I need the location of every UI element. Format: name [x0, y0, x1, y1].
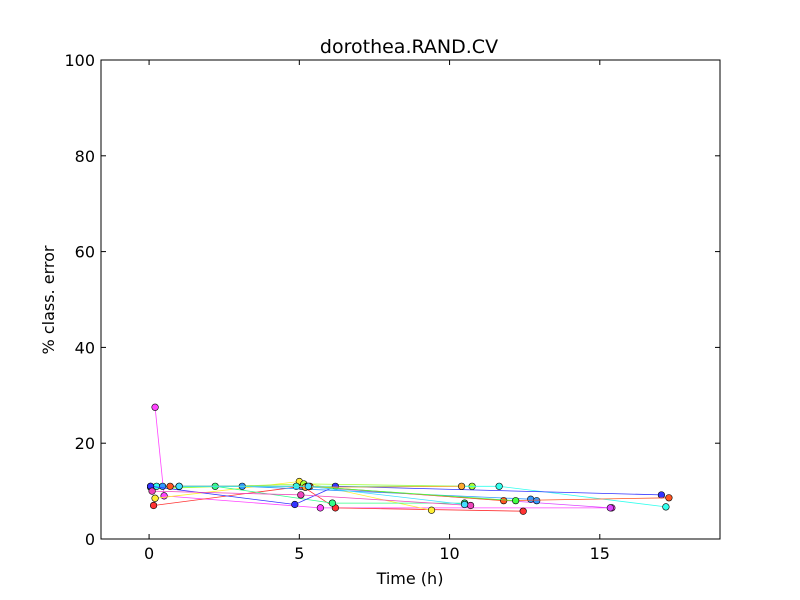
data-point [151, 403, 159, 411]
data-point [297, 491, 305, 499]
data-point [148, 487, 156, 495]
data-point [457, 482, 466, 490]
data-point [166, 482, 174, 490]
data-point [512, 497, 520, 505]
data-point [460, 500, 469, 509]
series-14 [175, 482, 469, 509]
data-point [533, 497, 541, 505]
data-point [291, 500, 299, 509]
y-tick-label: 40 [75, 338, 95, 357]
data-point [151, 494, 159, 502]
series-line [150, 485, 465, 504]
y-tick-label: 0 [85, 530, 95, 549]
data-point [606, 504, 614, 512]
data-point [500, 497, 508, 505]
x-tick-label: 0 [144, 544, 154, 563]
y-tick-label: 60 [75, 243, 95, 262]
y-tick-label: 20 [75, 434, 95, 453]
data-point [427, 506, 436, 514]
data-point [316, 504, 324, 512]
data-point [149, 501, 158, 510]
data-point [527, 495, 535, 503]
data-point [328, 499, 336, 507]
series-layer [146, 403, 673, 515]
series-line [154, 407, 612, 509]
data-point [662, 503, 670, 511]
y-axis-label: % class. error [39, 245, 58, 354]
x-tick-label: 5 [294, 544, 304, 563]
data-point [519, 507, 527, 515]
y-tick-label: 80 [75, 147, 95, 166]
data-point [466, 501, 475, 510]
data-point [495, 482, 503, 490]
data-point [160, 492, 168, 500]
y-tick-label: 100 [64, 51, 95, 70]
data-point [158, 482, 167, 490]
data-point [665, 494, 673, 502]
data-point [304, 482, 312, 490]
x-axis-label: Time (h) [376, 569, 444, 588]
series-11 [148, 487, 475, 510]
data-point [657, 491, 666, 499]
x-tick-label: 10 [439, 544, 459, 563]
plot-frame [100, 59, 721, 540]
series-line [305, 485, 462, 488]
chart-title: dorothea.RAND.CV [320, 36, 498, 58]
tick-layer: 0 5 10 15 0 20 40 60 80 100 [64, 51, 720, 563]
data-point [175, 482, 183, 490]
x-tick-label: 15 [590, 544, 610, 563]
